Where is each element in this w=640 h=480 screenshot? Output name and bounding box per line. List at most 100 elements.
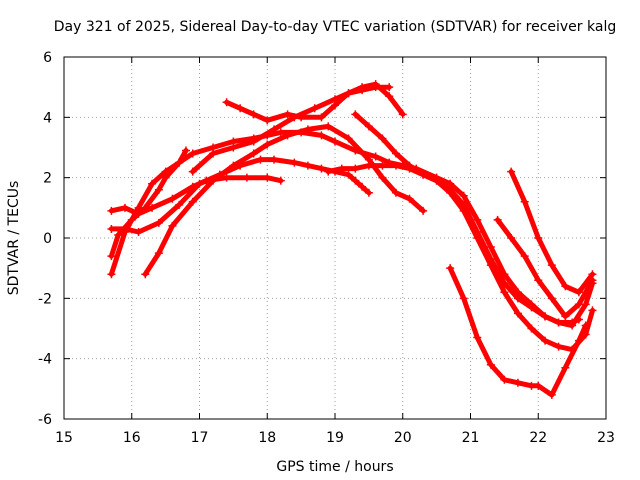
data-point — [188, 197, 197, 206]
data-point — [520, 197, 529, 206]
data-point — [534, 234, 543, 242]
data-point — [541, 312, 550, 321]
series-arc-10 — [446, 264, 590, 399]
data-point — [513, 378, 522, 387]
data-point — [337, 164, 346, 173]
data-point — [581, 321, 590, 330]
data-point — [310, 104, 319, 113]
data-point — [520, 252, 529, 261]
data-point — [500, 375, 509, 384]
data-point — [195, 179, 204, 188]
data-point — [473, 215, 482, 224]
data-point — [209, 176, 218, 185]
data-point — [161, 173, 170, 182]
data-point — [385, 83, 394, 92]
data-point — [324, 122, 333, 131]
data-point — [527, 381, 536, 390]
y-tick-label: -2 — [38, 291, 52, 307]
data-point — [459, 294, 468, 303]
data-point — [168, 221, 177, 230]
data-point — [222, 173, 231, 182]
data-point — [270, 125, 279, 134]
data-point — [297, 113, 306, 122]
x-tick-label: 22 — [529, 430, 547, 446]
series-line — [447, 265, 589, 398]
data-point — [486, 255, 495, 264]
data-point — [371, 80, 380, 89]
x-tick-label: 23 — [597, 430, 615, 446]
data-point — [378, 173, 387, 182]
data-point — [446, 185, 455, 194]
data-point — [574, 300, 583, 309]
data-point — [432, 176, 441, 185]
data-point — [141, 270, 150, 279]
data-point — [391, 149, 400, 158]
data-point — [364, 122, 373, 131]
y-tick-label: -6 — [38, 412, 52, 428]
data-point — [581, 300, 590, 309]
data-point — [391, 161, 400, 170]
data-point — [107, 224, 116, 233]
data-point — [364, 188, 373, 197]
series-arc-5 — [141, 122, 428, 279]
x-tick-label: 18 — [258, 430, 276, 446]
data-point — [547, 261, 556, 270]
data-point — [263, 140, 272, 149]
series-arc-12 — [507, 167, 597, 297]
data-point — [154, 185, 163, 194]
data-point — [493, 215, 502, 224]
data-point — [249, 137, 258, 146]
data-point — [249, 149, 258, 158]
data-point — [107, 206, 116, 215]
data-point — [588, 270, 597, 279]
data-point — [290, 158, 299, 167]
series-line — [352, 111, 595, 328]
data-point — [344, 89, 353, 98]
data-point — [378, 134, 387, 143]
y-tick-label: 6 — [43, 50, 52, 66]
y-axis-label: SDTVAR / TECUs — [6, 181, 22, 296]
data-point — [527, 303, 536, 312]
data-point — [507, 234, 516, 242]
data-point — [486, 360, 495, 369]
x-tick-label: 16 — [123, 430, 141, 446]
series-arc-11 — [493, 215, 597, 321]
series-arc-3 — [107, 173, 285, 218]
data-point — [419, 206, 428, 215]
data-point — [473, 333, 482, 342]
data-point — [419, 170, 428, 179]
data-point — [276, 176, 285, 185]
data-point — [351, 176, 360, 185]
data-point — [561, 363, 570, 372]
data-point — [364, 161, 373, 170]
data-point — [351, 110, 360, 119]
data-point — [351, 164, 360, 173]
data-point — [446, 264, 455, 273]
data-point — [358, 83, 367, 92]
x-tick-label: 17 — [191, 430, 209, 446]
data-point — [554, 342, 563, 351]
data-point — [405, 194, 414, 203]
data-point — [554, 318, 563, 327]
x-axis-label: GPS time / hours — [276, 459, 393, 475]
data-point — [398, 110, 407, 119]
series-arc-2 — [107, 146, 190, 261]
data-point — [209, 149, 218, 158]
data-point — [507, 167, 516, 176]
data-point — [236, 104, 245, 113]
data-point — [148, 203, 157, 212]
grid-lines — [64, 57, 606, 419]
data-point — [148, 179, 157, 188]
y-tick-label: -4 — [38, 352, 52, 368]
data-point — [513, 294, 522, 303]
data-point — [120, 224, 129, 233]
data-point — [188, 149, 197, 158]
data-point — [188, 167, 197, 176]
data-point — [120, 203, 129, 212]
data-point — [344, 170, 353, 179]
data-point — [541, 336, 550, 345]
data-point — [249, 110, 258, 119]
data-point — [547, 390, 556, 399]
data-point — [242, 173, 251, 182]
